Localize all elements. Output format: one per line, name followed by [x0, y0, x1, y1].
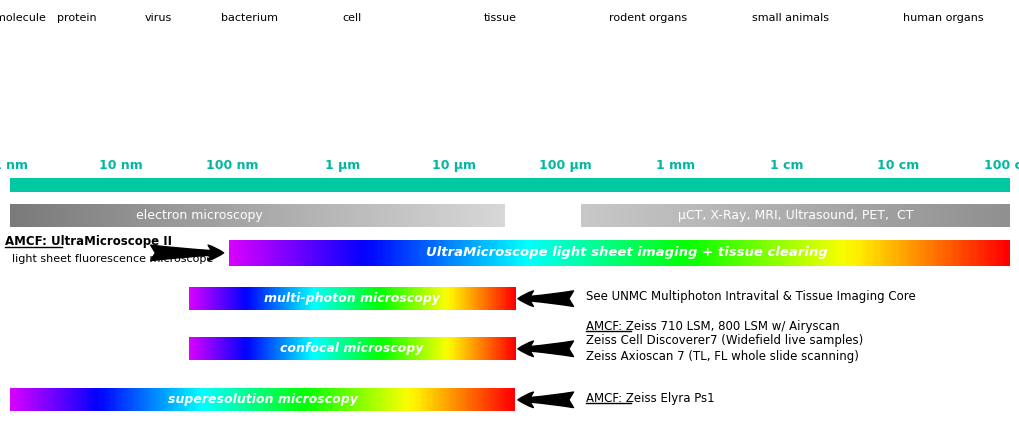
Text: 100 cm: 100 cm — [983, 159, 1019, 172]
Text: 10 cm: 10 cm — [876, 159, 918, 172]
Text: 10 nm: 10 nm — [99, 159, 143, 172]
Text: light sheet fluorescence microscope: light sheet fluorescence microscope — [5, 255, 213, 264]
Text: small animals: small animals — [751, 13, 828, 23]
Text: AMCF: Zeiss 710 LSM, 800 LSM w/ Airyscan: AMCF: Zeiss 710 LSM, 800 LSM w/ Airyscan — [586, 320, 840, 333]
Text: Zeiss Cell Discoverer7 (Widefield live samples): Zeiss Cell Discoverer7 (Widefield live s… — [586, 334, 863, 347]
Text: cell: cell — [342, 13, 361, 23]
Text: μCT, X-Ray, MRI, Ultrasound, PET,  CT: μCT, X-Ray, MRI, Ultrasound, PET, CT — [678, 209, 912, 222]
Text: See UNMC Multiphoton Intravital & Tissue Imaging Core: See UNMC Multiphoton Intravital & Tissue… — [586, 290, 915, 303]
Text: superesolution microscopy: superesolution microscopy — [168, 393, 358, 406]
Text: 100 nm: 100 nm — [206, 159, 258, 172]
Text: AMCF: Zeiss Elyra Ps1: AMCF: Zeiss Elyra Ps1 — [586, 392, 714, 405]
Text: AMCF: UltraMicroscope II: AMCF: UltraMicroscope II — [5, 235, 172, 249]
Text: 1 mm: 1 mm — [656, 159, 695, 172]
Text: protein: protein — [57, 13, 96, 23]
Text: multi-photon microscopy: multi-photon microscopy — [264, 292, 439, 305]
Text: 1 nm: 1 nm — [0, 159, 28, 172]
Text: 1 μm: 1 μm — [325, 159, 361, 172]
Text: human organs: human organs — [902, 13, 983, 23]
Text: Zeiss Axioscan 7 (TL, FL whole slide scanning): Zeiss Axioscan 7 (TL, FL whole slide sca… — [586, 350, 859, 363]
Text: electron microscopy: electron microscopy — [136, 209, 262, 222]
Text: bacterium: bacterium — [221, 13, 278, 23]
Text: molecule: molecule — [0, 13, 46, 23]
Text: UltraMicroscope light sheet imaging + tissue clearing: UltraMicroscope light sheet imaging + ti… — [426, 246, 827, 259]
Bar — [0, 0, 1019, 170]
Text: 100 μm: 100 μm — [538, 159, 591, 172]
Text: tissue: tissue — [483, 13, 516, 23]
Bar — [10, 178, 1009, 192]
Text: 10 μm: 10 μm — [432, 159, 476, 172]
Text: confocal microscopy: confocal microscopy — [280, 342, 423, 355]
Text: virus: virus — [145, 13, 171, 23]
Text: rodent organs: rodent organs — [608, 13, 686, 23]
Text: 1 cm: 1 cm — [769, 159, 803, 172]
